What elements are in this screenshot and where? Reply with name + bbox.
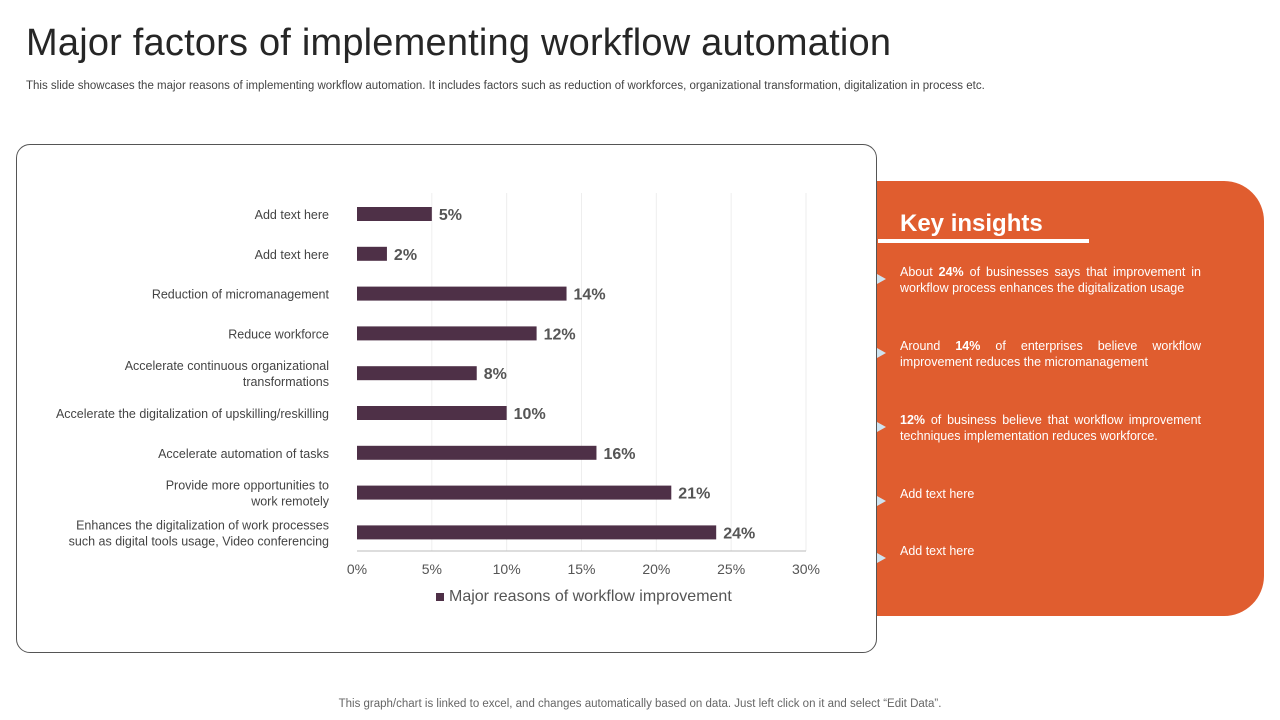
arrow-bullet-icon — [877, 348, 886, 358]
footer-note: This graph/chart is linked to excel, and… — [338, 698, 942, 710]
x-tick-label: 25% — [717, 561, 745, 577]
bar[interactable] — [357, 406, 507, 420]
bar[interactable] — [357, 485, 672, 500]
data-label: 2% — [394, 247, 417, 264]
insight-text: Add text here — [900, 544, 975, 558]
x-tick-label: 30% — [792, 561, 820, 577]
data-label: 10% — [514, 406, 546, 423]
bar[interactable] — [357, 286, 567, 301]
insights-title-underline — [878, 239, 1089, 243]
bar[interactable] — [357, 326, 537, 341]
insights-title: Key insights — [900, 210, 1043, 237]
data-label: 24% — [723, 525, 755, 542]
x-tick-label: 20% — [642, 561, 670, 577]
page-title: Major factors of implementing workflow a… — [26, 22, 892, 64]
category-label: such as digital tools usage, Video confe… — [69, 534, 329, 548]
bar[interactable] — [357, 207, 432, 221]
insights-panel — [860, 181, 1264, 616]
arrow-bullet-icon — [877, 553, 886, 563]
insight-text: Around 14% of enterprises believe workfl… — [900, 339, 1201, 369]
category-label: transformations — [243, 375, 329, 389]
category-label: Reduce workforce — [228, 327, 329, 341]
category-label: Accelerate automation of tasks — [158, 447, 329, 461]
data-label: 8% — [484, 366, 507, 383]
arrow-bullet-icon — [877, 422, 886, 432]
data-label: 21% — [678, 486, 710, 503]
chart-card[interactable] — [16, 144, 877, 653]
legend-label: Major reasons of workflow improvement — [449, 588, 732, 605]
bar[interactable] — [357, 366, 477, 381]
legend-swatch — [436, 593, 444, 601]
bar[interactable] — [357, 525, 717, 540]
data-label: 16% — [603, 446, 635, 463]
data-label: 5% — [439, 207, 462, 224]
category-label: Add text here — [255, 248, 329, 262]
data-label: 14% — [574, 287, 606, 304]
bar[interactable] — [357, 445, 597, 460]
category-label: Accelerate continuous organizational — [125, 359, 329, 373]
category-label: Reduction of micromanagement — [152, 288, 330, 302]
category-label: work remotely — [250, 495, 330, 509]
insight-text: Add text here — [900, 487, 975, 501]
arrow-bullet-icon — [877, 274, 886, 284]
category-label: Add text here — [255, 208, 329, 222]
arrow-bullet-icon — [877, 496, 886, 506]
category-label: Accelerate the digitalization of upskill… — [56, 407, 329, 421]
x-tick-label: 15% — [567, 561, 595, 577]
x-tick-label: 10% — [493, 561, 521, 577]
page-subtitle: This slide showcases the major reasons o… — [26, 80, 985, 92]
category-label: Provide more opportunities to — [166, 479, 329, 493]
x-tick-label: 0% — [347, 561, 367, 577]
insight-text: 12% of business believe that workflow im… — [900, 413, 1201, 443]
insight-text: About 24% of businesses says that improv… — [900, 265, 1201, 295]
bar[interactable] — [357, 246, 387, 261]
category-label: Enhances the digitalization of work proc… — [76, 518, 329, 532]
data-label: 12% — [544, 326, 576, 343]
x-tick-label: 5% — [422, 561, 442, 577]
chart-legend: Major reasons of workflow improvement — [436, 588, 732, 606]
